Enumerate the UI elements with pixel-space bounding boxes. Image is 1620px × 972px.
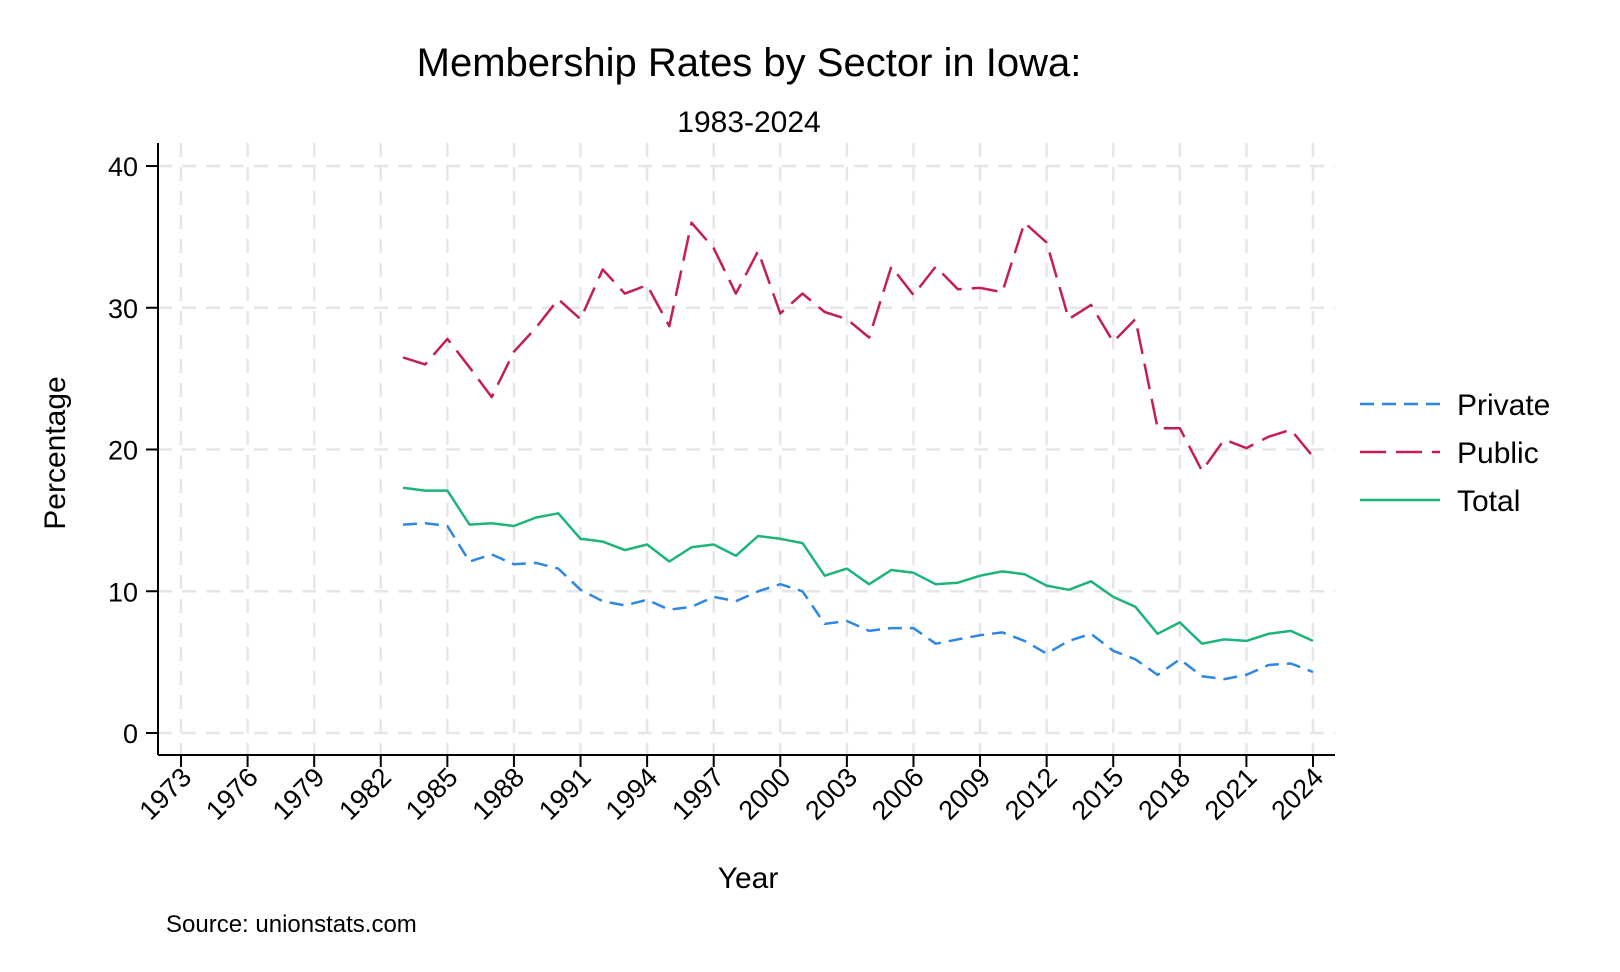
y-tick-label: 30 <box>108 294 138 324</box>
y-tick-label: 10 <box>108 577 138 607</box>
x-tick-label: 1997 <box>666 762 730 826</box>
x-tick-label: 1994 <box>600 762 664 826</box>
series-line-private <box>402 521 1314 681</box>
x-tick-label: 2024 <box>1266 762 1330 826</box>
x-tick-label: 2018 <box>1132 762 1196 826</box>
x-tick-label: 1982 <box>333 762 397 826</box>
x-tick-label: 1985 <box>400 762 464 826</box>
legend-label-total: Total <box>1457 485 1520 518</box>
series-lines <box>402 221 1314 681</box>
x-tick-label: 1988 <box>466 762 530 826</box>
source-note: Source: unionstats.com <box>166 911 417 938</box>
x-tick-label: 2012 <box>999 762 1063 826</box>
series-line-public <box>402 221 1314 473</box>
legend-label-private: Private <box>1457 389 1550 422</box>
chart-title: Membership Rates by Sector in Iowa: <box>417 41 1082 85</box>
x-tick-label: 2015 <box>1066 762 1130 826</box>
x-tick-label: 2006 <box>866 762 930 826</box>
legend-label-public: Public <box>1457 437 1539 470</box>
x-axis-ticks: 1973 1976 1979 1982 1985 1988 1991 1994 1997 2000… <box>134 755 1330 826</box>
y-axis-label: Percentage <box>39 376 72 529</box>
chart-subtitle: 1983-2024 <box>677 106 820 139</box>
x-tick-label: 1979 <box>267 762 331 826</box>
x-axis-label: Year <box>718 862 779 895</box>
y-axis-ticks: 0 10 20 30 40 <box>108 152 158 749</box>
x-tick-label: 1991 <box>533 762 597 826</box>
x-tick-label: 1973 <box>134 762 198 826</box>
x-tick-label: 2009 <box>933 762 997 826</box>
y-tick-label: 20 <box>108 436 138 466</box>
x-tick-label: 2000 <box>733 762 797 826</box>
legend: Private Public Total <box>1360 389 1550 518</box>
x-tick-label: 2021 <box>1199 762 1263 826</box>
y-tick-label: 0 <box>123 719 138 749</box>
gridlines <box>158 143 1335 755</box>
x-tick-label: 1976 <box>200 762 264 826</box>
y-tick-label: 40 <box>108 152 138 182</box>
x-tick-label: 2003 <box>799 762 863 826</box>
series-line-total <box>402 486 1314 645</box>
